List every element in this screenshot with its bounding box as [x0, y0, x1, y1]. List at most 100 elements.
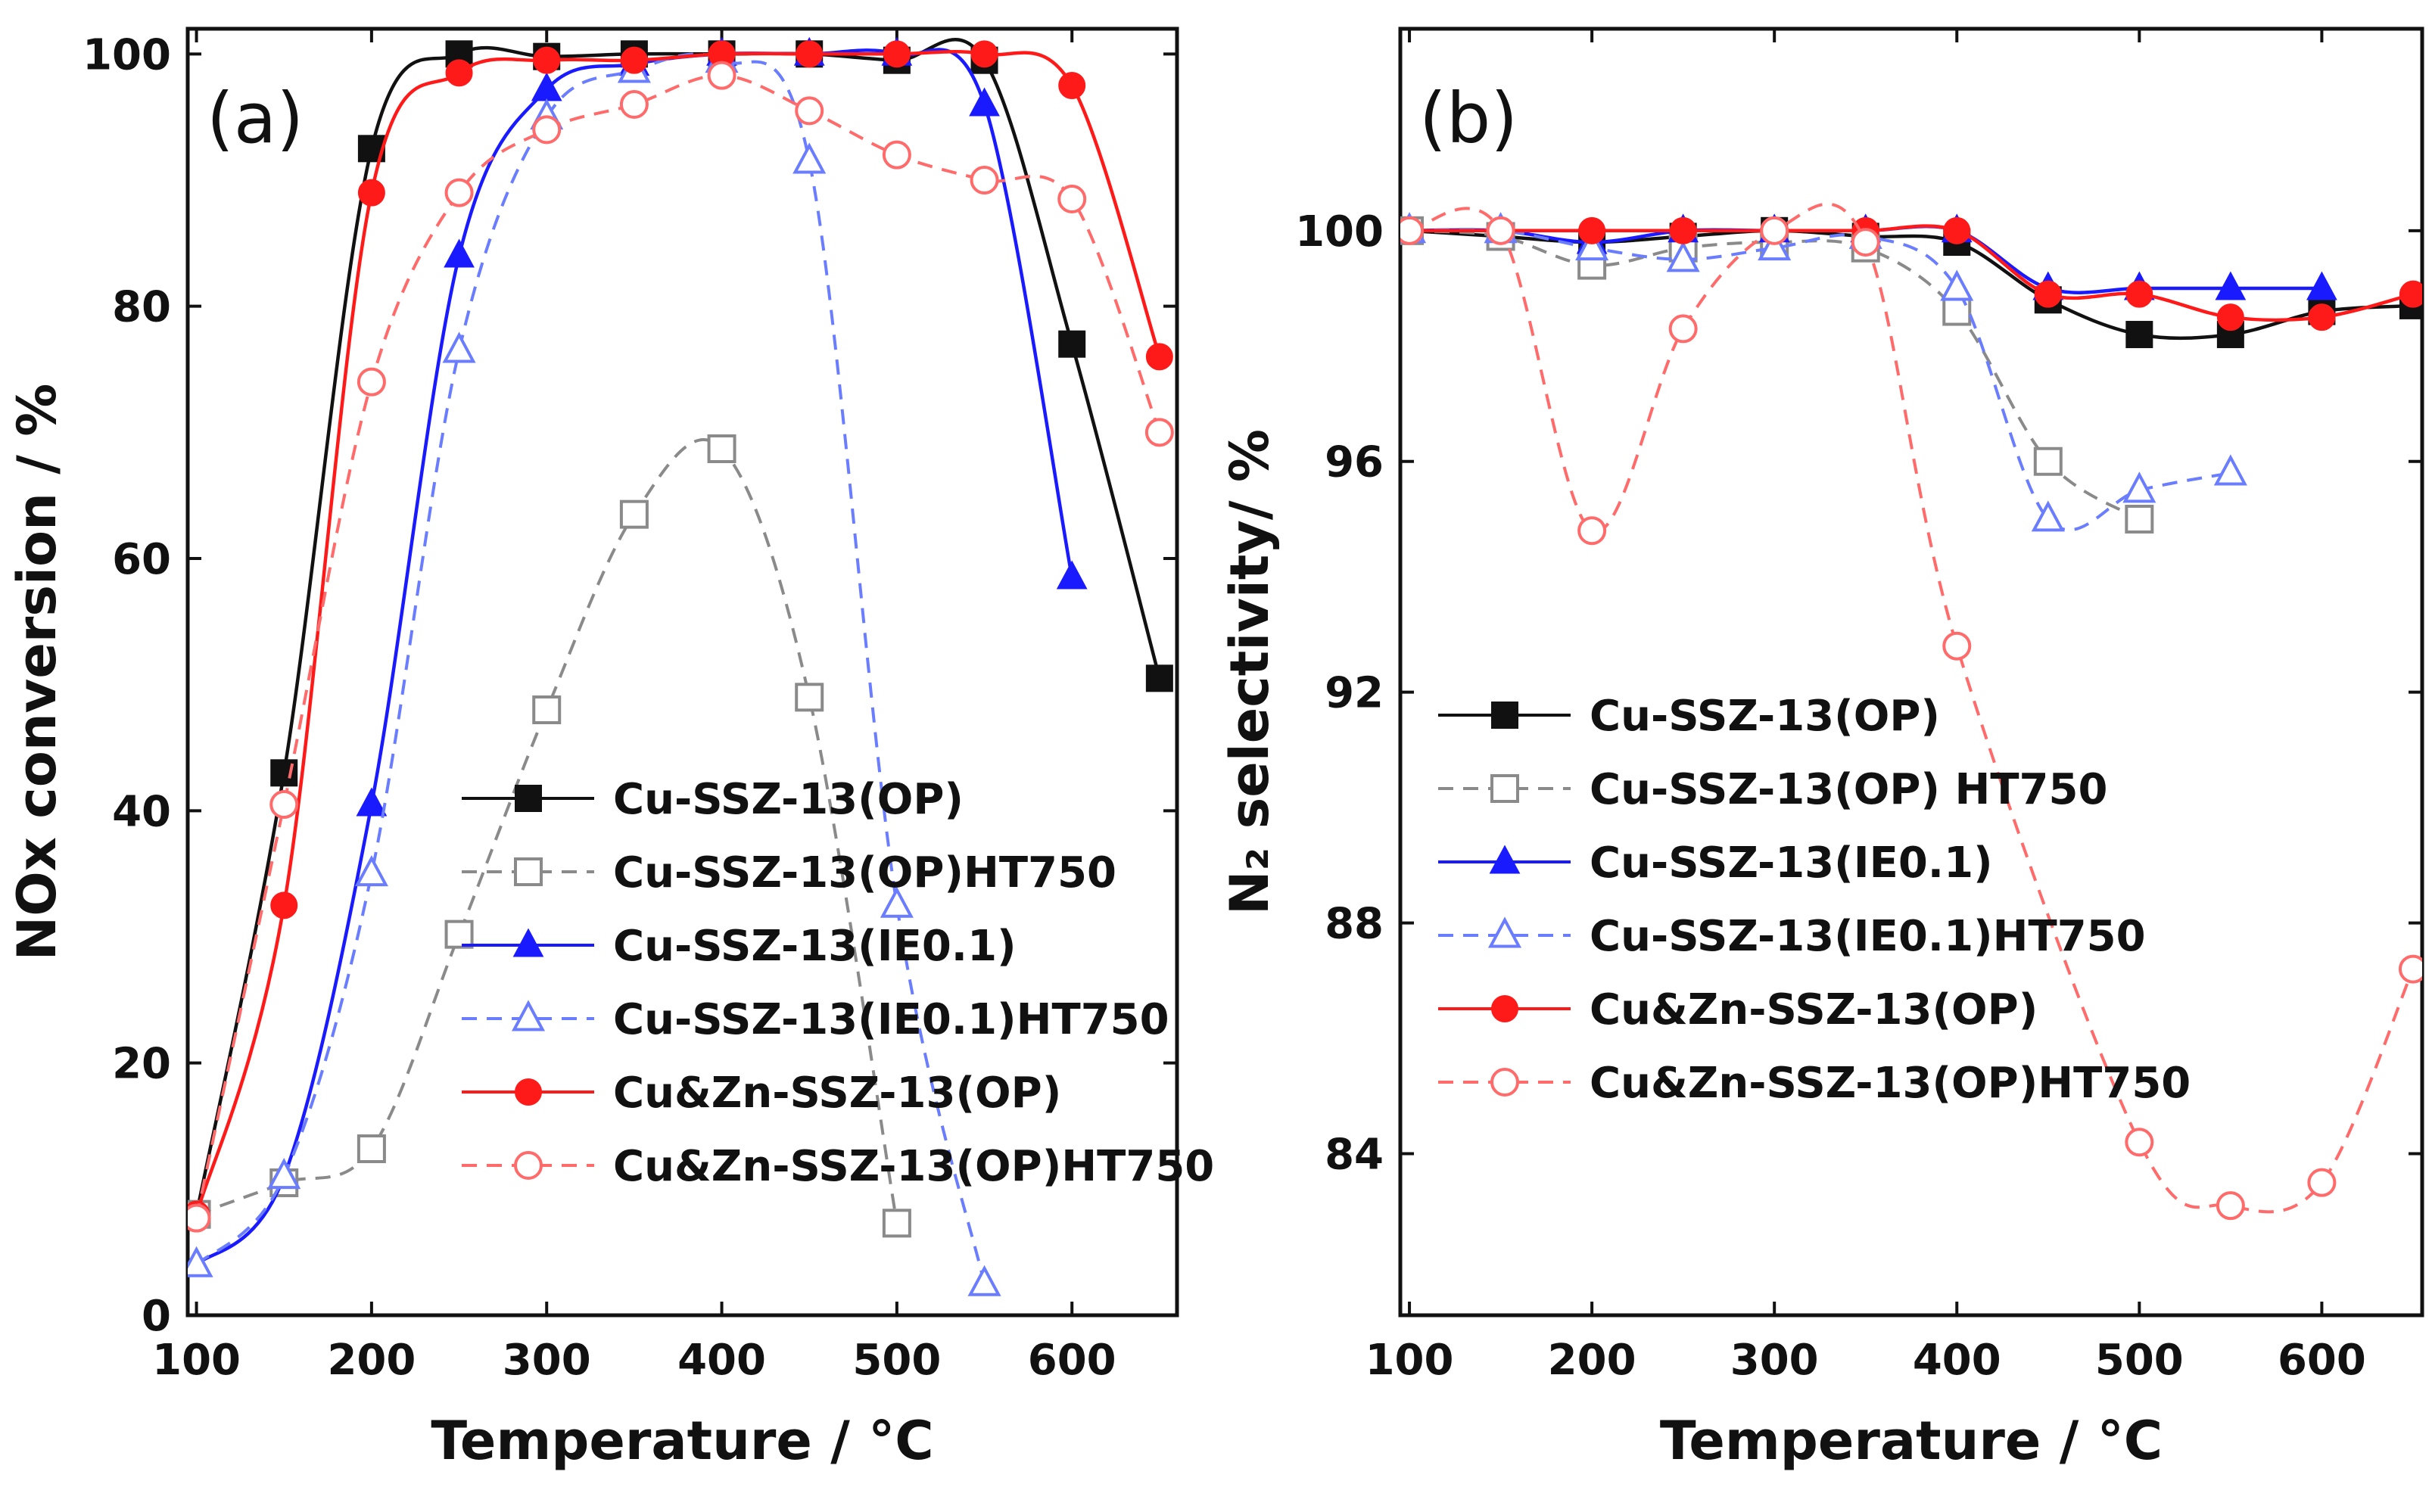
panel-b-series-cu-ssz-13-ie0-1-ht750-point: [1666, 241, 1700, 272]
panel-a-series-cu-zn-ssz-13-op-ht750-point: [707, 61, 736, 90]
panel-a-series-cu-zn-ssz-13-op-point: [1058, 72, 1086, 99]
panel-b-series-cu-zn-ssz-13-op-point: [2034, 280, 2062, 308]
panel-b-legend-item-cu-ssz-13-op-label: Cu-SSZ-13(OP): [1590, 692, 1940, 741]
panel-b-series-cu-zn-ssz-13-op-ht750-point: [1486, 216, 1515, 245]
panel-a-legend-item-cu-ssz-13-op-swatch-marker: [515, 785, 542, 812]
panel-b-x-tick-label: 500: [2095, 1336, 2184, 1385]
panel-b-y-tick-label: 84: [1325, 1131, 1384, 1180]
panel-b-series-cu-zn-ssz-13-op-ht750-point: [1668, 314, 1698, 344]
panel-a-series-cu-ssz-13-ie0-1-ht750-point: [354, 855, 388, 887]
panel-b-x-tick-label: 300: [1730, 1336, 1819, 1385]
panel-b-legend-item-cu-zn-ssz-13-op-ht750-swatch-marker: [1490, 1068, 1519, 1097]
panel-b-series-cu-ssz-13-op-ht750-point: [2033, 446, 2063, 476]
panel-a-series-cu-zn-ssz-13-op-point: [445, 59, 473, 87]
panel-b-legend-item-cu-zn-ssz-13-op-swatch-marker: [1491, 995, 1518, 1022]
panel-a-series-cu-zn-ssz-13-op-point: [970, 40, 998, 68]
panel-a-y-tick-label: 20: [112, 1040, 171, 1089]
panel-a-series-cu-zn-ssz-13-op-ht750-point: [619, 90, 649, 119]
panel-a-series-cu-ssz-13-op-ht750-point: [532, 695, 562, 724]
panel-a-legend-item-cu-ssz-13-ie0-1-swatch-marker: [512, 928, 544, 957]
panel-b-series-cu-ssz-13-ie0-1-ht750-point: [1758, 229, 1792, 261]
panel-b-legend-item-cu-ssz-13-op-ht750-label: Cu-SSZ-13(OP) HT750: [1590, 765, 2107, 814]
panel-b-legend-item-cu-ssz-13-ie0-1: Cu-SSZ-13(IE0.1): [1438, 838, 1993, 888]
panel-a-x-tick-label: 200: [327, 1336, 416, 1385]
panel-b-legend-item-cu-ssz-13-ie0-1-ht750-swatch-marker: [1487, 916, 1522, 948]
panel-b-plot-frame: [1398, 26, 2424, 1318]
panel-b-series-cu-zn-ssz-13-op-point: [2125, 280, 2153, 308]
panel-a-series-cu-zn-ssz-13-op-ht750-point: [1057, 185, 1087, 213]
panel-a-legend-item-cu-zn-ssz-13-op-swatch-marker: [515, 1078, 542, 1106]
panel-a-series-cu-zn-ssz-13-op-point: [357, 179, 385, 207]
panel-a-series-cu-zn-ssz-13-op-ht750-point: [970, 166, 999, 194]
panel-a-series-cu-zn-ssz-13-op-ht750-point: [444, 178, 474, 207]
panel-a-series-cu-ssz-13-op-ht750-line: [195, 438, 898, 1224]
panel-a-legend-item-cu-ssz-13-op-ht750-swatch-marker: [514, 857, 543, 886]
panel-b-series-cu-ssz-13-ie0-1-point: [2306, 271, 2337, 300]
panel-a-series-cu-zn-ssz-13-op-ht750-point: [357, 367, 386, 397]
panel-a-series-cu-zn-ssz-13-op-point: [620, 46, 648, 74]
panel-a-series-cu-ssz-13-ie0-1-point: [1056, 560, 1088, 590]
panel-b-series-cu-ssz-13-op-point: [2125, 321, 2153, 349]
panel-a-series-cu-ssz-13-op-ht750-point: [357, 1134, 386, 1163]
panel-b-series-cu-zn-ssz-13-op-ht750-point: [1400, 216, 1425, 245]
panel-b-legend-item-cu-ssz-13-op: Cu-SSZ-13(OP): [1438, 692, 1940, 741]
panel-b-series-cu-ssz-13-ie0-1-ht750-point: [1575, 229, 1609, 261]
panel-b-series-cu-ssz-13-op-ht750-point: [2125, 504, 2154, 534]
panel-b-series-cu-ssz-13-op-ht750: [1400, 216, 2154, 534]
panel-a-series-cu-ssz-13-ie0-1-point: [969, 87, 1000, 117]
panel-b-legend-item-cu-ssz-13-ie0-1-ht750-label: Cu-SSZ-13(IE0.1)HT750: [1590, 912, 2146, 961]
panel-a-series-cu-zn-ssz-13-op-line: [195, 50, 1162, 1215]
panel-a-y-tick-label: 80: [112, 283, 171, 332]
panel-b-series-cu-zn-ssz-13-op-ht750-point: [2125, 1128, 2154, 1157]
panel-b-series-cu-zn-ssz-13-op-point: [2216, 303, 2244, 331]
panel-a-series-cu-ssz-13-ie0-1-point: [356, 787, 388, 817]
panel-a-nox-conversion-chart: 100 200 300 400 500 600 0 20 40 60 80 100 Temperatur…: [6, 26, 1214, 1472]
panel-b-legend-item-cu-zn-ssz-13-op-ht750-label: Cu&Zn-SSZ-13(OP)HT750: [1590, 1059, 2191, 1108]
panel-b-y-tick-label: 88: [1325, 900, 1384, 949]
panel-a-series-cu-ssz-13-ie0-1-ht750-point: [793, 142, 827, 174]
panel-a-series-cu-ssz-13-ie0-1-ht750-point: [880, 886, 914, 918]
panel-b-legend-item-cu-ssz-13-ie0-1-swatch-marker: [1489, 845, 1521, 874]
panel-a-series-cu-ssz-13-ie0-1-line: [195, 48, 1074, 1266]
panel-a-legend-item-cu-ssz-13-ie0-1-ht750: Cu-SSZ-13(IE0.1)HT750: [462, 995, 1169, 1044]
panel-a-legend-item-cu-zn-ssz-13-op-ht750-label: Cu&Zn-SSZ-13(OP)HT750: [613, 1142, 1214, 1191]
panel-a-x-tick-label: 300: [503, 1336, 591, 1385]
panel-b-series-cu-ssz-13-op-ht750-line: [1409, 229, 2141, 521]
panel-b-series-cu-zn-ssz-13-op-ht750-point: [2398, 954, 2422, 984]
panel-a-x-tick-label: 400: [677, 1336, 766, 1385]
panel-b-y-tick-label: 92: [1325, 669, 1384, 718]
panel-b-series-cu-zn-ssz-13-op-point: [1578, 216, 1606, 244]
panel-a-legend-item-cu-ssz-13-ie0-1-ht750-label: Cu-SSZ-13(IE0.1)HT750: [613, 995, 1169, 1044]
panel-b-series-cu-zn-ssz-13-op-point: [1669, 216, 1697, 244]
panel-a-series-cu-zn-ssz-13-op-point: [533, 46, 561, 74]
panel-a-series-cu-zn-ssz-13-op: [188, 40, 1173, 1228]
panel-a-series-cu-ssz-13-ie0-1-ht750-point: [267, 1158, 301, 1190]
panel-a-series-cu-ssz-13-op-ht750-point: [882, 1209, 911, 1238]
panel-a-legend-item-cu-zn-ssz-13-op-ht750: Cu&Zn-SSZ-13(OP)HT750: [462, 1142, 1214, 1191]
panel-b-series-cu-zn-ssz-13-op-ht750-point: [1577, 516, 1607, 546]
panel-b-series-cu-ssz-13-ie0-1-point: [2215, 271, 2247, 300]
panel-b-legend-item-cu-ssz-13-ie0-1-label: Cu-SSZ-13(IE0.1): [1590, 838, 1993, 888]
panel-b-series-cu-zn-ssz-13-op-point: [2308, 303, 2336, 331]
panel-b-legend-item-cu-ssz-13-op-swatch-marker: [1491, 702, 1518, 729]
panel-b-legend-item-cu-ssz-13-ie0-1-ht750: Cu-SSZ-13(IE0.1)HT750: [1438, 912, 2146, 961]
panel-a-series-cu-zn-ssz-13-op-ht750-point: [795, 96, 824, 126]
panel-a-y-tick-label: 100: [83, 30, 171, 79]
panel-a-legend-item-cu-zn-ssz-13-op-ht750-swatch-marker: [514, 1151, 543, 1180]
panel-a-x-tick-label: 500: [852, 1336, 941, 1385]
panel-b-series-cu-zn-ssz-13-op-ht750-point: [1942, 631, 1972, 661]
panel-b-series-cu-zn-ssz-13-op-ht750-point: [2307, 1168, 2337, 1197]
panel-a-y-axis-title: NOx conversion / %: [6, 384, 68, 961]
panel-b-series-cu-ssz-13-ie0-1-ht750: [1400, 212, 2247, 532]
panel-a-series-cu-zn-ssz-13-op-point: [796, 40, 824, 68]
panel-b-legend: Cu-SSZ-13(OP) Cu-SSZ-13(OP) HT750 Cu-SSZ-1…: [1438, 692, 2191, 1108]
panel-b-series-cu-ssz-13-ie0-1-ht750-point: [1940, 269, 1974, 301]
panel-a-panel-label: (a): [207, 78, 304, 159]
panel-b-x-tick-label: 400: [1913, 1336, 2001, 1385]
panel-b-series-cu-zn-ssz-13-op-ht750: [1400, 202, 2422, 1221]
panel-b-series-cu-zn-ssz-13-op-point: [2399, 280, 2422, 308]
panel-a-series-cu-zn-ssz-13-op-point: [883, 40, 911, 68]
panel-a-series-cu-ssz-13-op: [188, 38, 1173, 1228]
panel-a-legend-item-cu-zn-ssz-13-op: Cu&Zn-SSZ-13(OP): [462, 1069, 1061, 1118]
panel-a-x-tick-label: 100: [152, 1336, 241, 1385]
